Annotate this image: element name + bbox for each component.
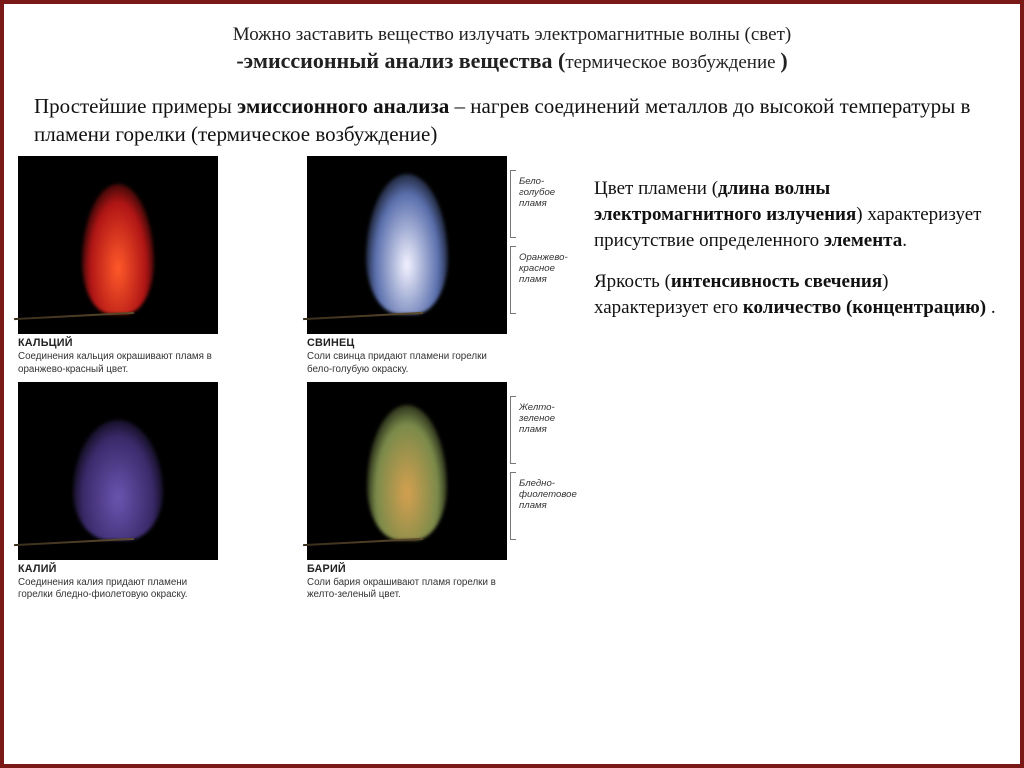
panel-title-lead: СВИНЕЦ: [307, 337, 588, 349]
label-barium-bottom: Бледно-фиолетовое пламя: [519, 478, 579, 511]
flame-box-calcium: [18, 156, 218, 334]
bracket-icon: Бело-голубое пламя: [510, 170, 516, 238]
flame-box-lead: [307, 156, 507, 334]
panel-caption-barium: Соли бария окрашивают пламя горелки в же…: [307, 577, 507, 601]
p1-bold2: элемента: [824, 230, 902, 251]
panel-title-potassium: КАЛИЙ: [18, 563, 299, 575]
label-barium-top: Желто-зеленое пламя: [519, 402, 579, 435]
p1-post: .: [902, 230, 907, 251]
panel-title-calcium: КАЛЬЦИЙ: [18, 337, 299, 349]
header-line-1: Можно заставить вещество излучать электр…: [44, 22, 980, 48]
p2-post: .: [986, 297, 996, 318]
panel-calcium: КАЛЬЦИЙ Соединения кальция окрашивают пл…: [18, 156, 299, 375]
panel-caption-potassium: Соединения калия придают пламени горелки…: [18, 577, 218, 601]
panel-barium: Желто-зеленое пламя Бледно-фиолетовое пл…: [307, 382, 588, 601]
header-bold: -эмиссионный анализ вещества (: [236, 48, 565, 73]
stick-icon: [303, 538, 423, 546]
intro-paragraph: Простейшие примеры эмиссионного анализа …: [4, 82, 1020, 155]
intro-pre: Простейшие примеры: [34, 94, 237, 118]
p2-bold2: количество (концентрацию): [743, 297, 986, 318]
panel-caption-calcium: Соединения кальция окрашивают пламя в ор…: [18, 351, 218, 375]
p1-pre: Цвет пламени (: [594, 178, 718, 199]
panel-potassium: КАЛИЙ Соединения калия придают пламени г…: [18, 382, 299, 601]
flame-box-potassium: [18, 382, 218, 560]
bracket-icon: Оранжево-красное пламя: [510, 246, 516, 314]
header-close: ): [780, 48, 787, 73]
flame-lead: [366, 174, 448, 314]
bracket-icon: Бледно-фиолетовое пламя: [510, 472, 516, 540]
panel-lead: Бело-голубое пламя Оранжево-красное плам…: [307, 156, 588, 375]
side-labels-bottom: Желто-зеленое пламя Бледно-фиолетовое пл…: [510, 382, 582, 560]
panel-caption-lead: Соли свинца придают пламени горелки бело…: [307, 351, 507, 375]
right-p2: Яркость (интенсивность свечения) характе…: [594, 269, 1000, 320]
bracket-icon: Желто-зеленое пламя: [510, 396, 516, 464]
flame-potassium: [73, 420, 163, 540]
label-lead-bottom: Оранжево-красное пламя: [519, 252, 579, 285]
stick-icon: [303, 312, 423, 320]
right-text: Цвет пламени (длина волны электромагнитн…: [594, 156, 1010, 601]
p2-bold1: интенсивность свечения: [671, 271, 882, 292]
label-lead-top: Бело-голубое пламя: [519, 176, 579, 209]
stick-icon: [14, 538, 134, 546]
flame-barium: [367, 405, 447, 540]
flame-calcium: [82, 184, 154, 314]
intro-bold: эмиссионного анализа: [237, 94, 449, 118]
figure-grid: КАЛЬЦИЙ Соединения кальция окрашивают пл…: [18, 156, 588, 601]
p2-pre: Яркость (: [594, 271, 671, 292]
stick-icon: [14, 312, 134, 320]
side-labels-top: Бело-голубое пламя Оранжево-красное плам…: [510, 156, 582, 334]
header-line-2: -эмиссионный анализ вещества (термическо…: [44, 48, 980, 74]
header-paren: термическое возбуждение: [565, 52, 780, 73]
content-row: КАЛЬЦИЙ Соединения кальция окрашивают пл…: [4, 154, 1020, 601]
flame-box-barium: [307, 382, 507, 560]
flame-figure: КАЛЬЦИЙ Соединения кальция окрашивают пл…: [18, 156, 588, 601]
panel-title-barium: БАРИЙ: [307, 563, 588, 575]
slide-header: Можно заставить вещество излучать электр…: [4, 4, 1020, 82]
right-p1: Цвет пламени (длина волны электромагнитн…: [594, 176, 1000, 253]
